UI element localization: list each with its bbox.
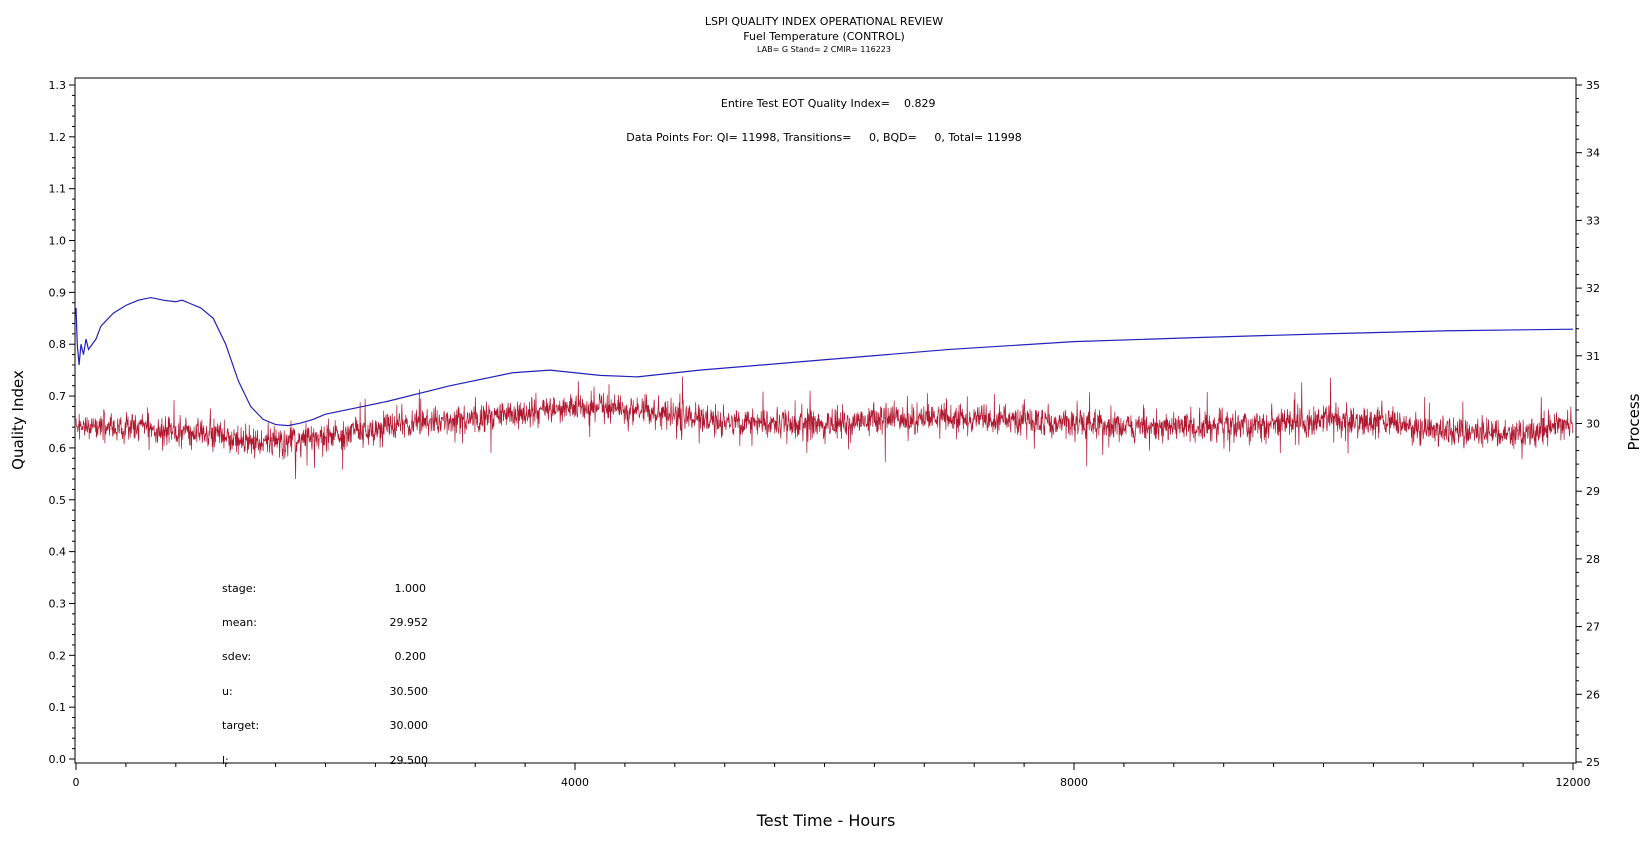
y-right-tick-label: 33 [1586,214,1600,227]
y-right-tick-label: 31 [1586,350,1600,363]
annotation-qi-value: 0.829 [904,97,936,110]
stat-label-u: u: [222,685,233,698]
x-axis: 0 4000 8000 12000 [73,763,1591,789]
y-axis-right-label: Process [1625,393,1643,450]
annotation-qi-label: Entire Test EOT Quality Index= [721,97,890,110]
y-axis-left: 0.0 0.1 0.2 0.3 0.4 0.5 0.6 0.7 0.8 0.9 1.0 1.1 1.2 1… [49,79,75,766]
stat-value-sdev: 0.200 [395,650,427,663]
y-left-tick-label: 0.2 [49,649,67,662]
y-right-tick-label: 26 [1586,688,1600,701]
y-left-tick-label: 0.8 [49,338,67,351]
y-right-tick-label: 32 [1586,282,1600,295]
process-series-line [75,376,1574,480]
y-right-tick-label: 34 [1586,147,1600,160]
y-axis-right: 25 26 27 28 29 30 31 32 33 34 35 [1576,79,1600,769]
stat-label-mean: mean: [222,616,257,629]
y-left-tick-label: 0.0 [49,753,67,766]
chart-subtitle: Fuel Temperature (CONTROL) [743,30,905,43]
x-tick-label: 12000 [1556,776,1591,789]
stat-value-u: 30.500 [390,685,429,698]
y-left-tick-label: 1.0 [49,235,67,248]
chart-title: LSPI QUALITY INDEX OPERATIONAL REVIEW [705,15,943,28]
y-left-tick-label: 0.6 [49,442,67,455]
y-axis-left-label: Quality Index [9,370,27,470]
stat-value-mean: 29.952 [390,616,429,629]
stat-label-stage: stage: [222,582,256,595]
y-left-tick-label: 0.7 [49,390,67,403]
chart-subtitle-2: LAB= G Stand= 2 CMIR= 116223 [757,45,891,54]
stats-panel: stage: 1.000 mean: 29.952 sdev: 0.200 u:… [222,582,428,767]
y-left-tick-label: 0.4 [49,546,67,559]
y-right-tick-label: 30 [1586,418,1600,431]
y-right-tick-label: 35 [1586,79,1600,92]
x-axis-label: Test Time - Hours [756,811,896,830]
y-left-tick-label: 0.3 [49,597,67,610]
series-layer [75,296,1574,480]
stat-value-target: 30.000 [390,719,429,732]
x-tick-label: 8000 [1060,776,1088,789]
stat-value-l: 29.500 [390,754,429,767]
y-right-tick-label: 28 [1586,553,1600,566]
y-left-tick-label: 1.2 [49,131,67,144]
x-tick-label: 0 [73,776,80,789]
y-right-tick-label: 25 [1586,756,1600,769]
annotation-data-points: Data Points For: QI= 11998, Transitions=… [626,131,1021,144]
x-tick-label: 4000 [561,776,589,789]
y-left-tick-label: 1.1 [49,183,67,196]
stat-label-target: target: [222,719,259,732]
y-right-tick-label: 29 [1586,485,1600,498]
y-right-tick-label: 27 [1586,621,1600,634]
stat-value-stage: 1.000 [395,582,427,595]
quality-index-series-line [75,296,1574,427]
plot-frame [74,77,1577,764]
stat-label-sdev: sdev: [222,650,251,663]
y-left-tick-label: 1.3 [49,79,67,92]
y-left-tick-label: 0.1 [49,701,67,714]
stat-label-l: l: [222,754,229,767]
y-left-tick-label: 0.9 [49,286,67,299]
y-left-tick-label: 0.5 [49,494,67,507]
